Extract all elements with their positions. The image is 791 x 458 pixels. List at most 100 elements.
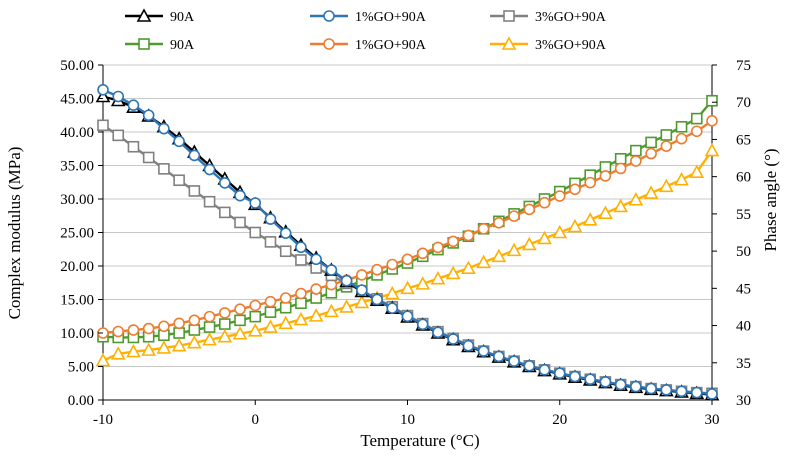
data-point <box>706 115 718 127</box>
data-point <box>219 307 231 319</box>
data-point <box>614 153 627 165</box>
data-point <box>112 325 125 338</box>
data-point <box>234 189 246 202</box>
data-point <box>371 263 383 276</box>
data-point <box>645 136 657 149</box>
data-point <box>308 308 324 322</box>
data-point <box>630 144 642 157</box>
data-point <box>416 318 429 331</box>
data-point <box>112 90 125 103</box>
data-point <box>356 269 368 281</box>
data-point <box>232 326 248 340</box>
y-axis-title: Complex modulus (MPa) <box>5 147 24 320</box>
data-point <box>521 236 537 251</box>
data-point <box>584 373 597 386</box>
x-tick-label: -10 <box>93 412 113 428</box>
series-layer <box>95 83 720 401</box>
data-point <box>630 155 642 167</box>
data-point <box>430 270 446 285</box>
data-point <box>202 332 217 346</box>
data-point <box>491 248 507 263</box>
data-point <box>264 236 277 248</box>
data-point <box>416 247 429 260</box>
legend-label: 1%GO+90A <box>355 10 427 25</box>
data-point <box>110 346 126 360</box>
data-point <box>293 311 309 326</box>
data-point <box>630 380 642 393</box>
data-point <box>171 337 187 352</box>
data-point <box>523 360 536 372</box>
data-point <box>234 216 246 229</box>
data-point <box>690 125 703 138</box>
legend-entry: 90A <box>125 8 195 25</box>
data-point <box>675 385 688 398</box>
data-point <box>584 176 597 189</box>
data-point <box>249 310 262 323</box>
data-point <box>553 367 566 380</box>
data-point <box>613 198 628 213</box>
data-point <box>386 302 399 315</box>
data-point <box>706 388 718 400</box>
data-point <box>537 230 552 245</box>
data-point <box>569 370 581 383</box>
data-point <box>295 241 307 254</box>
legend-entry: 3%GO+90A <box>490 36 607 53</box>
x-tick-label: 10 <box>400 412 415 428</box>
data-point <box>295 287 307 300</box>
data-point <box>598 205 613 219</box>
y2-tick-label: 55 <box>736 207 751 223</box>
data-point <box>188 185 201 197</box>
data-point <box>112 129 125 142</box>
data-point <box>173 327 185 339</box>
data-point <box>476 254 491 269</box>
data-point <box>690 112 703 125</box>
data-point <box>445 265 461 280</box>
data-point <box>310 283 322 295</box>
data-point <box>95 352 111 367</box>
x-tick-label: 0 <box>252 412 260 428</box>
data-point <box>203 321 216 333</box>
data-point <box>279 301 292 314</box>
data-point <box>142 109 155 122</box>
data-point <box>706 94 718 107</box>
data-point <box>552 224 568 239</box>
axes-layer: -10 0 10 20 30 0.00 5.00 10.00 15.00 20.00 25.00 30… <box>60 58 751 428</box>
data-point <box>234 314 246 327</box>
y2-tick-label: 50 <box>736 244 751 260</box>
data-point <box>477 345 490 357</box>
data-point <box>538 196 551 209</box>
data-point <box>156 340 172 354</box>
data-point <box>264 295 277 308</box>
data-point <box>386 258 399 271</box>
data-point <box>506 242 522 257</box>
data-point <box>279 245 292 258</box>
data-point <box>97 119 109 132</box>
data-point <box>400 280 415 295</box>
legend-label: 90A <box>170 38 195 53</box>
data-point <box>462 339 475 352</box>
data-point <box>279 292 292 304</box>
legend-marker <box>136 8 152 22</box>
data-point <box>263 319 278 333</box>
data-point <box>97 83 109 96</box>
data-point <box>643 185 659 199</box>
y-tick-label: 0.00 <box>68 393 94 409</box>
data-point <box>219 177 231 189</box>
data-point <box>158 163 170 175</box>
series-2 <box>97 83 718 400</box>
data-point <box>217 329 233 343</box>
data-point <box>508 355 520 367</box>
data-point <box>264 213 277 225</box>
y-tick-label: 35.00 <box>60 159 94 175</box>
legend-marker <box>138 38 150 50</box>
data-point <box>401 253 414 266</box>
legend-entry: 1%GO+90A <box>310 38 427 53</box>
data-point <box>158 320 170 333</box>
y2-tick-label: 75 <box>736 58 751 74</box>
data-point <box>234 303 246 315</box>
data-point <box>188 314 201 327</box>
data-point <box>660 384 673 396</box>
data-point <box>599 170 612 182</box>
